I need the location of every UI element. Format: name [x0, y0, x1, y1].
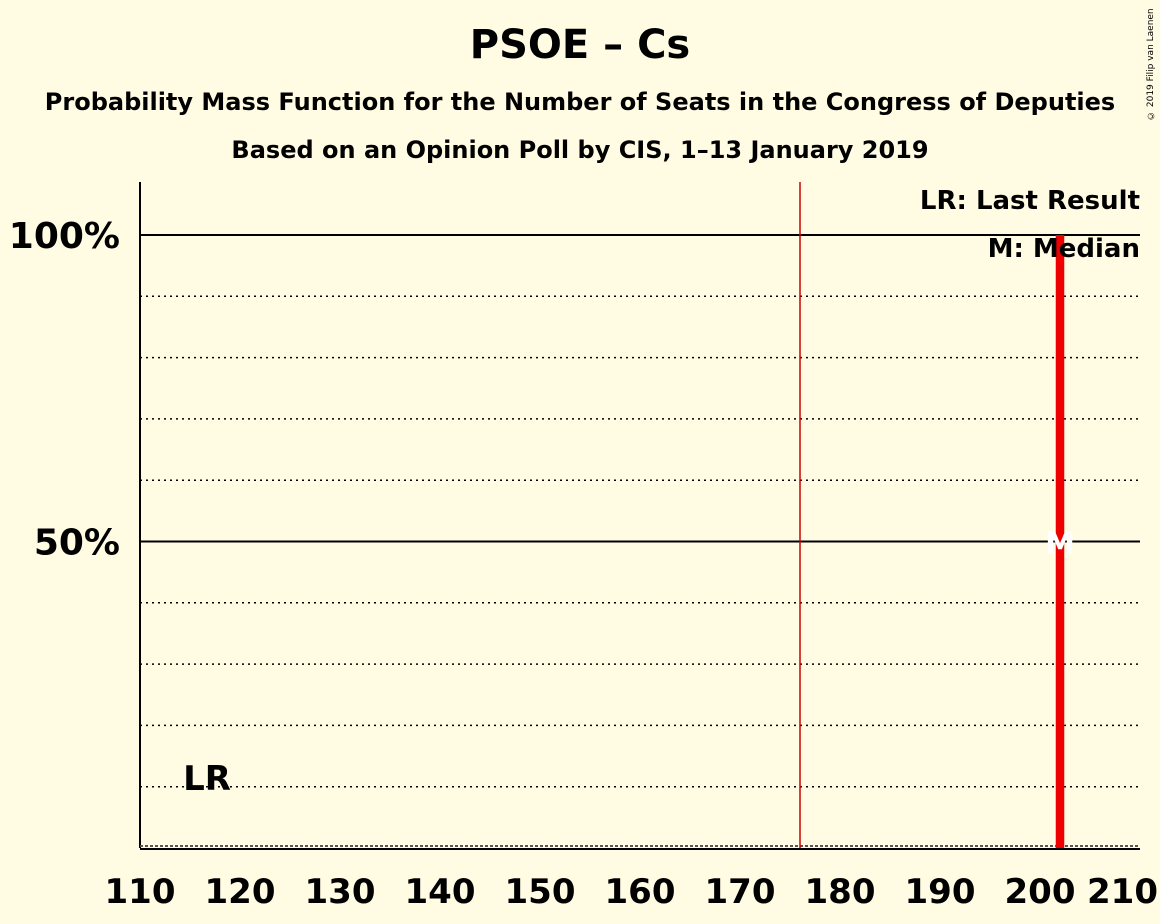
- chart-subtitle-source: Based on an Opinion Poll by CIS, 1–13 Ja…: [231, 136, 929, 164]
- y-tick-label-100: 100%: [9, 216, 120, 257]
- x-tick-label-160: 160: [605, 872, 676, 912]
- legend-last-result: LR: Last Result: [920, 186, 1140, 216]
- x-tick-label-110: 110: [105, 872, 176, 912]
- x-tick-label-150: 150: [505, 872, 576, 912]
- x-tick-label-140: 140: [405, 872, 476, 912]
- x-tick-label-200: 200: [1005, 872, 1076, 912]
- legend-median: M: Median: [988, 234, 1140, 264]
- last-result-label: LR: [183, 759, 231, 799]
- x-tick-label-120: 120: [205, 872, 276, 912]
- x-tick-label-180: 180: [805, 872, 876, 912]
- chart-title: PSOE – Cs: [469, 22, 691, 68]
- bar-seat-202: [1055, 235, 1065, 848]
- median-marker: M: [1045, 527, 1075, 562]
- chart-subtitle: Probability Mass Function for the Number…: [44, 88, 1116, 116]
- x-tick-label-170: 170: [705, 872, 776, 912]
- y-tick-label-50: 50%: [34, 523, 120, 564]
- x-tick-label-190: 190: [905, 872, 976, 912]
- x-tick-label-130: 130: [305, 872, 376, 912]
- x-tick-label-210: 210: [1087, 872, 1158, 912]
